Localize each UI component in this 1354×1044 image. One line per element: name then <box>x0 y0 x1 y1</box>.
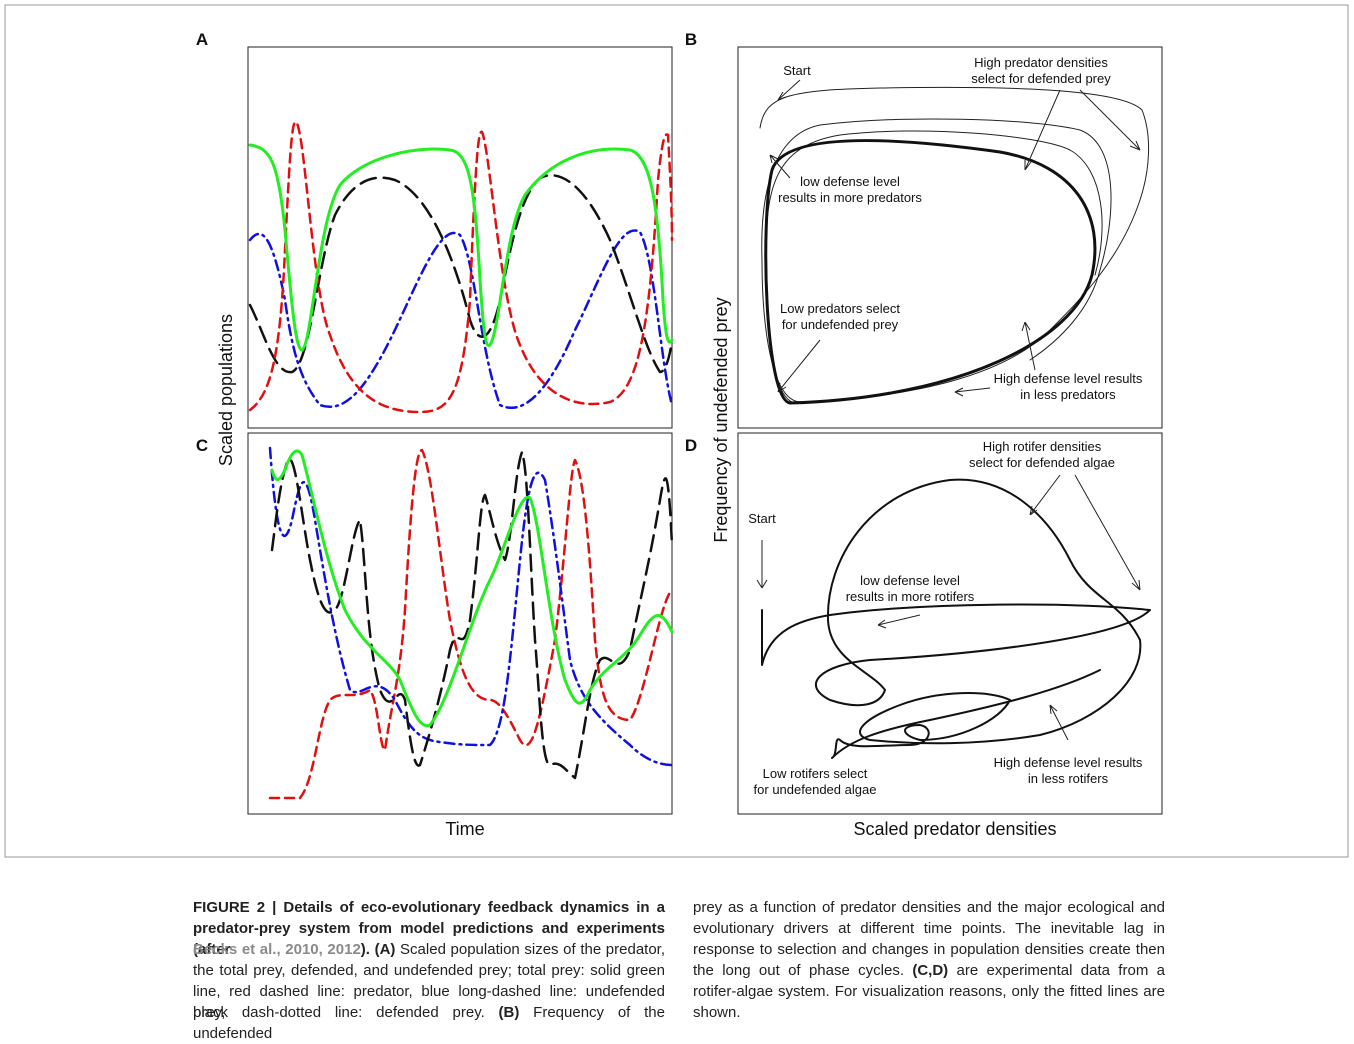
caption-text: are experimental data from a <box>948 962 1165 979</box>
caption-text: FIGURE 2 | Details of eco-evolutionary f… <box>193 899 665 916</box>
annotation: for undefended prey <box>782 317 899 332</box>
citation-link[interactable]: Becks et al., 2010, 2012 <box>193 941 361 958</box>
panel-label: C <box>196 436 208 455</box>
caption-text: (B) <box>498 1004 520 1021</box>
annotation: select for defended prey <box>971 71 1111 86</box>
caption-text: black dash-dotted line: defended prey. <box>193 1004 499 1021</box>
caption-text: the long out of phase cycles. <box>693 962 913 979</box>
caption-line: rotifer-algae system. For visualization … <box>693 981 1165 1002</box>
caption-text: (C,D) <box>912 962 949 979</box>
curve <box>270 449 674 728</box>
curve <box>268 448 674 800</box>
annotation: results in more predators <box>778 190 922 205</box>
caption-text: response to selection and changes in pop… <box>693 941 1165 958</box>
annotation: High defense level results <box>994 371 1143 386</box>
caption-line: Becks et al., 2010, 2012). (A) Scaled po… <box>193 939 665 960</box>
figure-frame <box>4 4 1349 858</box>
figure: A B C D Scaled populations Time Frequency of u… <box>4 4 1349 858</box>
annotation: High rotifer densities <box>983 439 1102 454</box>
caption-line: shown. <box>693 1002 1165 1023</box>
caption-line: the long out of phase cycles. (C,D) are … <box>693 960 1165 981</box>
axis-label: Scaled populations <box>216 314 236 466</box>
caption-text: line, red dashed line: predator, blue lo… <box>193 983 665 1021</box>
caption-line: FIGURE 2 | Details of eco-evolutionary f… <box>193 897 665 918</box>
caption-text: (A) <box>374 941 396 958</box>
panel-frame <box>247 432 673 815</box>
annotation: in less predators <box>1020 387 1116 402</box>
panel-label: B <box>685 30 697 49</box>
arrow <box>756 540 768 589</box>
arrow <box>877 614 921 629</box>
annotation: low defense level <box>800 174 900 189</box>
caption-text: shown. <box>693 1004 741 1021</box>
annotation: results in more rotifers <box>846 589 975 604</box>
arrow <box>1021 321 1036 371</box>
arrow <box>777 79 801 101</box>
annotation: Start <box>783 63 811 78</box>
annotation: in less rotifers <box>1028 771 1109 786</box>
axis-label: Scaled predator densities <box>853 819 1056 839</box>
panel-label: D <box>685 436 697 455</box>
annotation: low defense level <box>860 573 960 588</box>
curve <box>759 86 1149 403</box>
caption-text: prey as a function of predator densities… <box>693 899 1165 916</box>
caption-text: evolutionary drivers at different time p… <box>693 920 1165 937</box>
curve <box>761 478 1151 759</box>
caption-text: Scaled population sizes of the predator, <box>395 941 666 958</box>
arrow <box>1079 89 1141 151</box>
caption-line: the total prey, defended, and undefended… <box>193 960 665 981</box>
arrow <box>769 154 791 179</box>
annotation: High predator densities <box>974 55 1108 70</box>
caption-line: evolutionary drivers at different time p… <box>693 918 1165 939</box>
curve <box>764 139 1097 405</box>
curve <box>761 118 1112 403</box>
curve <box>248 174 674 374</box>
annotation: Low predators select <box>780 301 900 316</box>
arrow <box>954 387 991 397</box>
caption-line: prey as a function of predator densities… <box>693 897 1165 918</box>
annotation: Low rotifers select <box>763 766 868 781</box>
axis-label: Frequency of undefended prey <box>711 297 731 542</box>
curve <box>248 120 674 414</box>
caption-line: line, red dashed line: predator, blue lo… <box>193 981 665 1021</box>
arrow <box>1029 474 1061 516</box>
annotation: Start <box>748 511 776 526</box>
arrow <box>777 339 821 393</box>
curve <box>268 446 674 767</box>
caption-line: predator-prey system from model predicti… <box>193 918 665 958</box>
annotation: for undefended algae <box>754 782 877 797</box>
caption-column: FIGURE 2 | Details of eco-evolutionary f… <box>193 897 665 1042</box>
arrow <box>1074 474 1141 591</box>
annotation: High defense level results <box>994 755 1143 770</box>
caption-text: ). <box>360 941 375 958</box>
caption-line: response to selection and changes in pop… <box>693 939 1165 960</box>
caption-column: prey as a function of predator densities… <box>693 897 1165 1023</box>
arrow <box>1049 704 1069 741</box>
arrow <box>1024 89 1061 171</box>
curve <box>270 450 674 780</box>
panel-frame <box>737 432 1163 815</box>
caption-text: predator-prey system from model predicti… <box>193 920 665 958</box>
panel-frame <box>737 46 1163 429</box>
curve <box>248 143 674 352</box>
curve <box>248 229 674 410</box>
axis-label: Time <box>445 819 484 839</box>
annotation: select for defended algae <box>969 455 1115 470</box>
panel-label: A <box>196 30 208 49</box>
caption-line: black dash-dotted line: defended prey. (… <box>193 1002 665 1042</box>
caption-text: rotifer-algae system. For visualization … <box>693 983 1165 1000</box>
caption-text: the total prey, defended, and undefended… <box>193 962 665 979</box>
